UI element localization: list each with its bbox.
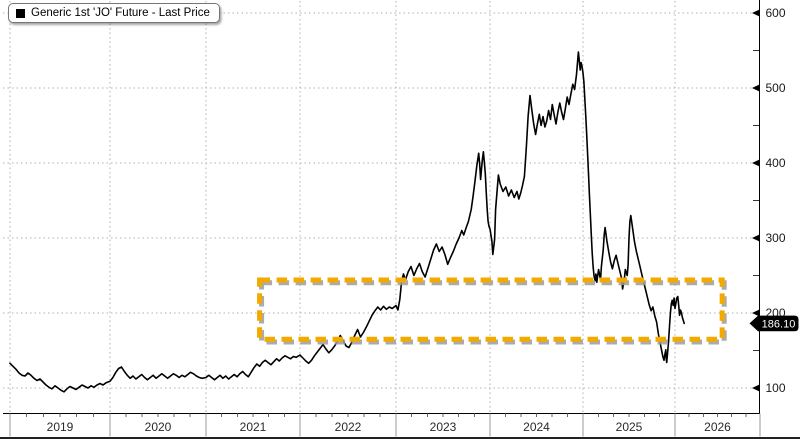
legend: Generic 1st 'JO' Future - Last Price xyxy=(8,3,220,23)
legend-label: Generic 1st 'JO' Future - Last Price xyxy=(31,7,210,19)
x-axis-label: 2025 xyxy=(616,420,643,434)
last-price-badge xyxy=(749,315,799,332)
x-axis-label: 2026 xyxy=(704,420,731,434)
x-axis-label: 2022 xyxy=(335,420,362,434)
y-axis-label: 300 xyxy=(766,231,786,245)
x-axis-label: 2019 xyxy=(47,420,74,434)
y-axis-tick-arrow-icon xyxy=(752,234,760,242)
highlight-box xyxy=(257,277,725,342)
x-axis-label: 2020 xyxy=(145,420,172,434)
y-axis-tick-arrow-icon xyxy=(752,384,760,392)
x-axis-label: 2023 xyxy=(430,420,457,434)
x-axis-label: 2024 xyxy=(523,420,550,434)
highlight-box-shadow xyxy=(259,280,727,345)
y-axis-label: 500 xyxy=(766,81,786,95)
y-axis-tick-arrow-icon xyxy=(752,159,760,167)
last-price-text: 186.10 xyxy=(762,318,796,330)
y-axis-tick-arrow-icon xyxy=(752,309,760,317)
y-axis-tick-arrow-icon xyxy=(752,9,760,17)
y-axis-label: 400 xyxy=(766,156,786,170)
y-axis-label: 100 xyxy=(766,381,786,395)
legend-marker-icon xyxy=(16,8,25,18)
y-axis-tick-arrow-icon xyxy=(752,84,760,92)
price-line xyxy=(9,51,686,393)
y-axis-label: 600 xyxy=(766,6,786,20)
x-axis-label: 2021 xyxy=(240,420,267,434)
